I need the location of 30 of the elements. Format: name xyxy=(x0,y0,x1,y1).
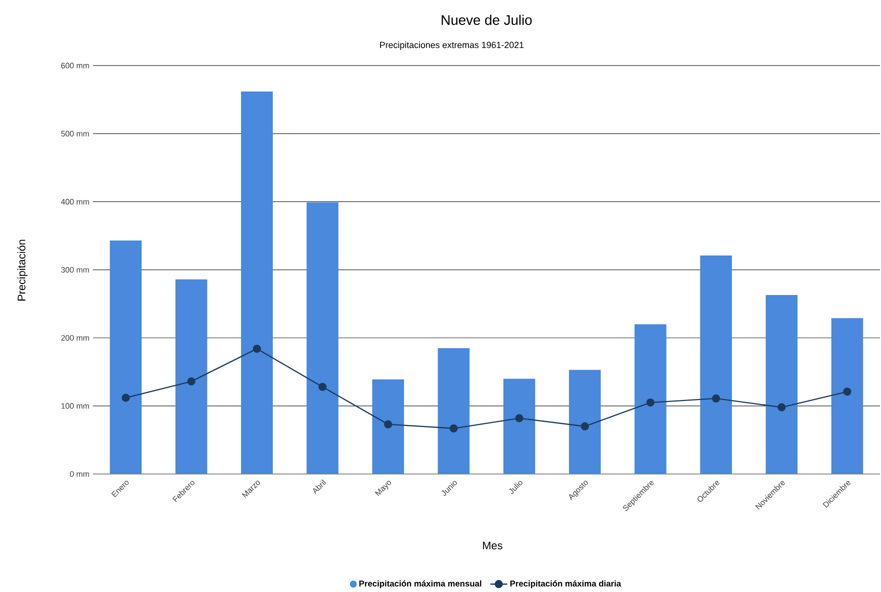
point xyxy=(122,394,130,402)
bar xyxy=(438,348,470,474)
point xyxy=(580,422,589,430)
point xyxy=(318,382,327,391)
bar xyxy=(503,378,536,474)
bar xyxy=(110,240,142,474)
chart-subtitle: Precipitaciones extremas 1961-2021 xyxy=(380,42,524,50)
point xyxy=(712,394,720,403)
bar xyxy=(700,256,732,474)
bar xyxy=(634,324,666,474)
point xyxy=(384,420,392,428)
x-axis-title: Mes xyxy=(483,542,502,550)
point xyxy=(515,414,524,422)
y-axis-title: Precipitación xyxy=(17,240,28,301)
point xyxy=(252,344,261,353)
point xyxy=(450,424,458,433)
legend-label: Precipitación máxima mensual xyxy=(359,580,482,588)
bar xyxy=(568,370,601,474)
bar xyxy=(831,318,864,474)
bar xyxy=(306,202,338,474)
bar xyxy=(372,379,404,474)
bar xyxy=(241,92,273,474)
bar xyxy=(175,279,208,474)
legend-label: Precipitación máxima diaria xyxy=(510,580,622,588)
point xyxy=(187,377,196,386)
point xyxy=(843,388,852,396)
point xyxy=(778,403,786,412)
bar xyxy=(766,295,798,474)
point xyxy=(646,398,655,407)
chart-title: Nueve de Julio xyxy=(442,14,532,26)
